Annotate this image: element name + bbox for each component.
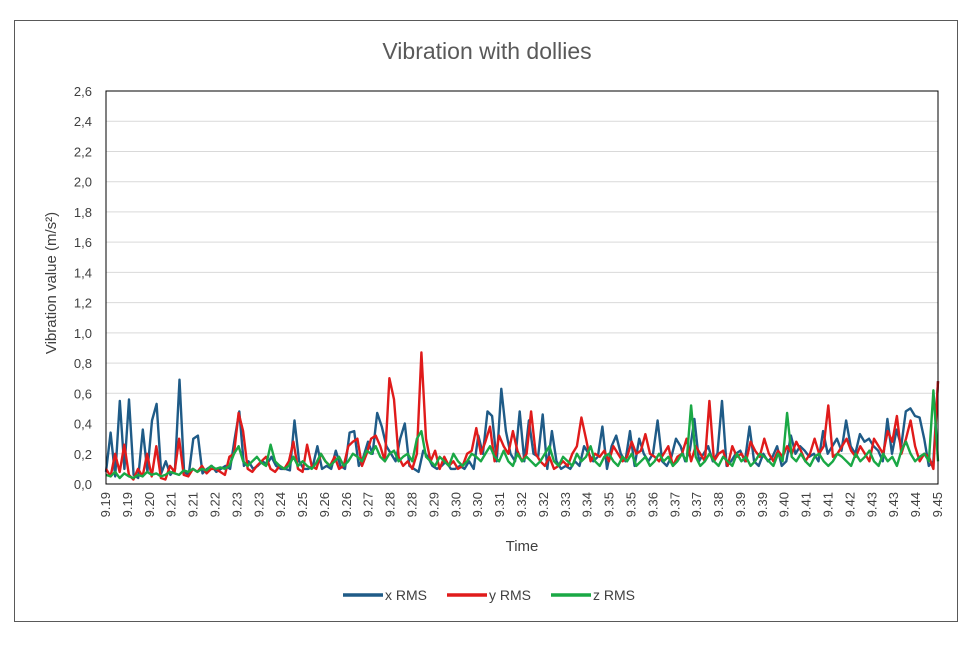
x-tick-label: 9.36	[645, 492, 660, 517]
x-tick-label: 9.38	[711, 492, 726, 517]
x-tick-label: 9.37	[667, 492, 682, 517]
legend-label-z-rms: z RMS	[593, 587, 635, 603]
x-tick-label: 9.23	[229, 492, 244, 517]
x-tick-label: 9.32	[536, 492, 551, 517]
x-tick-label: 9.44	[908, 492, 923, 517]
x-tick-label: 9.26	[317, 492, 332, 517]
y-tick-label: 2,0	[74, 175, 92, 190]
y-tick-label: 1,0	[74, 326, 92, 341]
y-tick-label: 0,0	[74, 477, 92, 492]
x-tick-label: 9.30	[470, 492, 485, 517]
series-lines	[104, 351, 940, 481]
x-tick-label: 9.37	[689, 492, 704, 517]
x-tick-label: 9.34	[580, 492, 595, 517]
y-axis-title: Vibration value (m/s²)	[43, 212, 60, 354]
x-tick-label: 9.42	[842, 492, 857, 517]
y-tick-label: 0,4	[74, 417, 92, 432]
legend-label-x-rms: x RMS	[385, 587, 427, 603]
y-tick-label: 1,6	[74, 235, 92, 250]
x-tick-label: 9.22	[207, 492, 222, 517]
x-tick-label: 9.25	[295, 492, 310, 517]
x-tick-label: 9.43	[864, 492, 879, 517]
x-axis-title: Time	[506, 538, 539, 555]
y-tick-label: 1,2	[74, 296, 92, 311]
y-tick-label: 0,6	[74, 386, 92, 401]
x-tick-label: 9.23	[251, 492, 266, 517]
line-chart: Vibration with dollies 0,0 0,2 0,4 0,6 0,8 1,…	[43, 38, 945, 603]
x-tick-label: 9.33	[558, 492, 573, 517]
x-tick-label: 9.21	[164, 492, 179, 517]
y-tick-label: 1,8	[74, 205, 92, 220]
x-tick-label: 9.39	[733, 492, 748, 517]
plot-border	[105, 90, 939, 485]
gridlines	[106, 120, 938, 455]
y-tick-label: 0,8	[74, 356, 92, 371]
x-tick-label: 9.40	[777, 492, 792, 517]
legend: x RMS y RMS z RMS	[343, 587, 635, 603]
x-tick-label: 9.32	[514, 492, 529, 517]
x-tick-label: 9.43	[886, 492, 901, 517]
x-tick-label: 9.35	[602, 492, 617, 517]
y-tick-label: 1,4	[74, 265, 92, 280]
legend-label-y-rms: y RMS	[489, 587, 531, 603]
y-tick-label: 2,2	[74, 144, 92, 159]
x-tick-label: 9.27	[361, 492, 376, 517]
x-tick-label: 9.21	[186, 492, 201, 517]
x-tick-label: 9.26	[339, 492, 354, 517]
y-tick-label: 2,4	[74, 114, 92, 129]
x-tick-label: 9.45	[930, 492, 945, 517]
chart-title: Vibration with dollies	[382, 38, 591, 64]
x-tick-label: 9.28	[405, 492, 420, 517]
x-tick-label: 9.20	[142, 492, 157, 517]
x-tick-label: 9.19	[120, 492, 135, 517]
x-axis-ticks: 9.19 9.19 9.20 9.21 9.21 9.22 9.23 9.23 9.24 9.25…	[98, 492, 945, 517]
x-tick-label: 9.41	[821, 492, 836, 517]
y-tick-label: 0,2	[74, 447, 92, 462]
x-tick-label: 9.39	[755, 492, 770, 517]
x-tick-label: 9.35	[623, 492, 638, 517]
x-tick-label: 9.30	[448, 492, 463, 517]
series-line-z-rms	[105, 389, 940, 480]
x-tick-label: 9.19	[98, 492, 113, 517]
y-axis-ticks: 0,0 0,2 0,4 0,6 0,8 1,0 1,2 1,4 1,6 1,8 2,0 2,2 2,4 2…	[74, 84, 92, 492]
y-tick-label: 2,6	[74, 84, 92, 99]
x-tick-label: 9.31	[492, 492, 507, 517]
x-tick-label: 9.28	[383, 492, 398, 517]
x-tick-label: 9.24	[273, 492, 288, 517]
x-tick-label: 9.41	[799, 492, 814, 517]
x-tick-label: 9.29	[426, 492, 441, 517]
chart-area: Vibration with dollies 0,0 0,2 0,4 0,6 0,8 1,…	[14, 20, 958, 622]
